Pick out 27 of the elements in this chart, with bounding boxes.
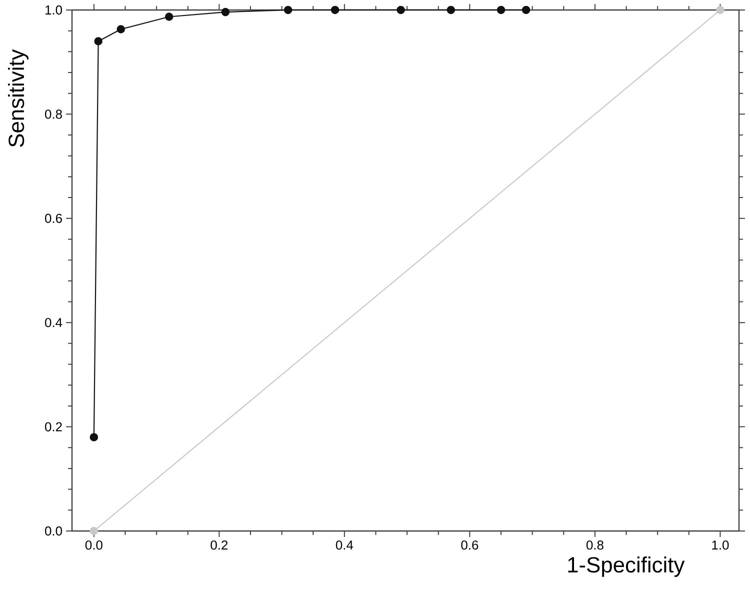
x-tick-label: 0.0 xyxy=(85,540,102,550)
x-tick-label: 0.6 xyxy=(461,540,478,550)
y-tick-label: 0.8 xyxy=(45,110,62,119)
y-tick-label: 1.0 xyxy=(45,5,62,15)
point xyxy=(522,6,530,14)
y-tick-label: 0.0 xyxy=(45,526,62,536)
point xyxy=(221,8,230,16)
y-tick-label: 0.2 xyxy=(45,422,62,432)
x-tick-label: 0.2 xyxy=(210,540,228,550)
point xyxy=(716,6,724,14)
x-tick-label: 0.8 xyxy=(586,540,604,550)
point xyxy=(396,6,405,14)
y-tick-label: 0.6 xyxy=(45,214,62,223)
point xyxy=(496,6,506,14)
point xyxy=(94,37,102,46)
point xyxy=(164,12,174,21)
point xyxy=(330,6,340,14)
y-axis-title: Sensitivity xyxy=(8,49,28,147)
point xyxy=(116,25,125,34)
x-tick-label: 0.4 xyxy=(336,540,354,550)
point xyxy=(90,433,98,442)
y-tick-label: 0.4 xyxy=(45,318,62,328)
point xyxy=(284,6,292,14)
x-tick-label: 1.0 xyxy=(712,540,729,550)
point xyxy=(446,6,456,14)
x-axis-title: 1-Specificity xyxy=(568,556,685,577)
point xyxy=(90,526,98,536)
